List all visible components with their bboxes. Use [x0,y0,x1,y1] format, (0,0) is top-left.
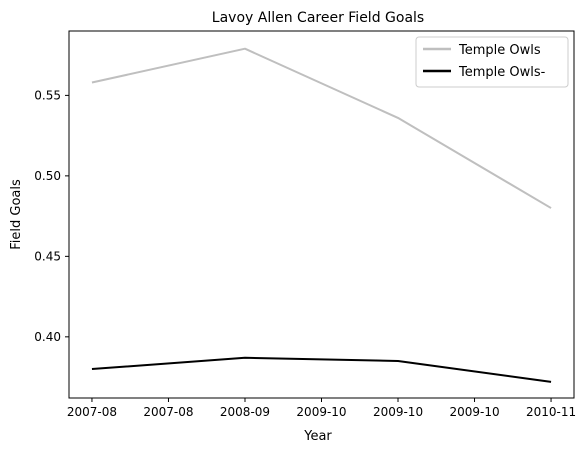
y-tick-label: 0.50 [34,169,61,183]
series-line-1 [91,356,552,383]
legend: Temple Owls Temple Owls- [415,36,569,88]
legend-box [415,36,569,88]
x-tick-label: 2007-08 [67,405,117,419]
x-tick-label: 2010-11 [526,405,576,419]
legend-label-temple-owls: Temple Owls [458,43,541,58]
x-tick-label: 2009-10 [449,405,499,419]
x-axis-label: Year [303,429,332,444]
chart-title: Lavoy Allen Career Field Goals [212,10,424,26]
y-axis-label: Field Goals [9,179,24,250]
y-axis: 0.40 0.45 0.50 0.55 [34,88,69,344]
x-axis: 2007-08 2007-08 2008-09 2009-10 2009-10 2009-… [67,398,576,419]
legend-label-temple-owls-dash: Temple Owls- [458,65,546,80]
y-tick-label: 0.55 [34,88,61,102]
x-tick-label: 2007-08 [143,405,193,419]
series-layer [91,47,552,383]
series-line-0 [91,47,552,209]
x-tick-label: 2009-10 [373,405,423,419]
plot-frame [68,30,575,399]
x-tick-label: 2009-10 [296,405,346,419]
y-tick-label: 0.40 [34,330,61,344]
y-tick-label: 0.45 [34,249,61,263]
x-tick-label: 2008-09 [220,405,270,419]
